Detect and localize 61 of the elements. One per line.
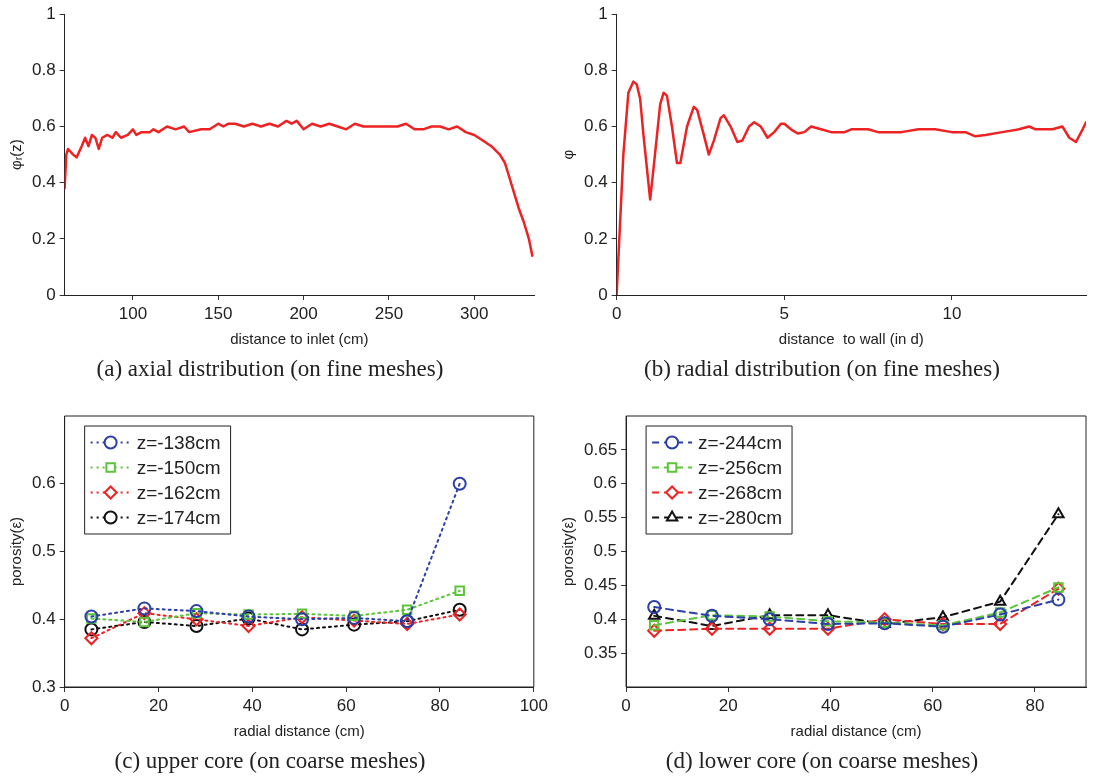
y-tick-label: 0.8 — [583, 60, 608, 80]
text: (b) radial distribution (on fine meshes) — [644, 356, 1000, 382]
y-axis-title: porosity(ε) — [559, 516, 577, 587]
y-tick-label: 0.45 — [583, 575, 618, 595]
y-tick-label: 0.4 — [583, 172, 608, 192]
legend-label: z=-256cm — [698, 456, 783, 478]
x-tick-label: 150 — [204, 303, 233, 323]
text: (a) axial distribution (on fine meshes) — [96, 356, 444, 382]
y-tick-label: 0.4 — [31, 172, 56, 192]
x-axis-title: distance to wall (in d) — [778, 329, 924, 347]
y-axis-title: φᵣ(z) — [7, 139, 25, 171]
y-tick-label: 0.5 — [31, 541, 56, 561]
legend-label: z=-244cm — [698, 431, 783, 453]
x-tick-label: 60 — [923, 695, 943, 715]
legend-label: z=-150cm — [136, 456, 221, 478]
legend-label: z=-138cm — [136, 431, 221, 453]
y-axis-title: φ — [559, 149, 577, 160]
x-tick-label: 0 — [621, 695, 631, 715]
x-tick-label: 20 — [149, 695, 168, 715]
y-tick-label: 1 — [46, 3, 56, 23]
legend-label: z=-162cm — [136, 481, 221, 503]
y-tick-label: 0 — [46, 284, 56, 304]
y-tick-label: 0.6 — [583, 116, 608, 136]
x-tick-label: 60 — [336, 695, 356, 715]
y-tick-label: 0.3 — [31, 676, 56, 696]
y-tick-label: 0.35 — [583, 642, 618, 662]
x-tick-label: 300 — [460, 303, 489, 323]
x-tick-label: 100 — [519, 695, 549, 715]
x-axis-title: radial distance (cm) — [233, 721, 365, 739]
y-tick-label: 0.8 — [31, 60, 56, 80]
x-tick-label: 250 — [374, 303, 404, 323]
y-tick-label: 1 — [598, 3, 608, 23]
y-tick-label: 0.2 — [583, 228, 608, 248]
x-axis-title: radial distance (cm) — [790, 721, 922, 739]
y-tick-label: 0.65 — [583, 439, 618, 459]
y-tick-label: 0.5 — [593, 541, 618, 561]
x-tick-label: 40 — [242, 695, 262, 715]
y-tick-label: 0.6 — [31, 473, 56, 493]
x-tick-label: 20 — [718, 695, 738, 715]
y-tick-label: 0.4 — [31, 608, 56, 628]
y-tick-label: 0.4 — [593, 608, 618, 628]
x-tick-label: 10 — [942, 303, 962, 323]
text: (d) lower core (on coarse meshes) — [665, 748, 979, 774]
x-tick-label: 100 — [118, 303, 148, 323]
x-tick-label: 80 — [1025, 695, 1045, 715]
legend-label: z=-280cm — [698, 506, 783, 528]
legend-label: z=-268cm — [698, 481, 783, 503]
y-tick-label: 0.6 — [31, 116, 56, 136]
text: (c) upper core (on coarse meshes) — [114, 748, 426, 774]
x-tick-label: 80 — [430, 695, 450, 715]
y-tick-label: 0.2 — [31, 228, 56, 248]
x-tick-label: 40 — [821, 695, 840, 715]
y-tick-label: 0.55 — [583, 507, 618, 527]
x-tick-label: 200 — [289, 303, 318, 323]
x-tick-label: 5 — [779, 303, 789, 323]
y-tick-label: 0 — [598, 284, 608, 304]
legend-label: z=-174cm — [136, 506, 221, 528]
x-tick-label: 0 — [59, 695, 70, 715]
y-axis-title: porosity(ε) — [7, 516, 25, 587]
x-axis-title: distance to inlet (cm) — [230, 329, 369, 347]
y-tick-label: 0.6 — [593, 473, 618, 493]
